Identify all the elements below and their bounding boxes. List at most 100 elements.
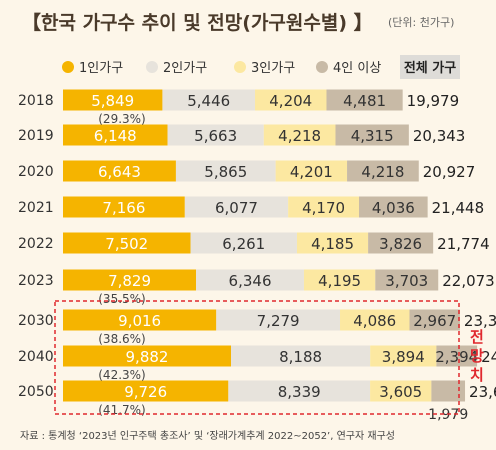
value-label-three-person: 3,605 [379, 383, 422, 401]
share-annotation: (42.3%) [98, 368, 145, 382]
forecast-label-char: 치 [470, 366, 484, 384]
forecast-label-char: 전 [470, 328, 484, 346]
value-label-two-person: 8,188 [279, 348, 322, 366]
year-label: 2019 [18, 128, 54, 144]
share-annotation: (38.6%) [98, 332, 145, 346]
bar-one-person [63, 196, 185, 218]
value-label-one-person: 6,643 [98, 163, 141, 181]
forecast-label-char: 망 [470, 347, 484, 365]
bar-three-person [255, 89, 327, 111]
value-label-one-person: 7,829 [108, 272, 151, 290]
year-label: 2050 [18, 384, 54, 400]
value-label-one-person: 7,502 [105, 235, 148, 253]
total-label: 23,349 [464, 312, 496, 330]
legend-label-four-plus: 4인 이상 [333, 61, 381, 76]
legend-label-two-person: 2인가구 [163, 61, 207, 76]
bar-four-plus [368, 232, 434, 254]
total-label: 21,448 [432, 199, 485, 217]
bar-one-person [63, 309, 217, 331]
year-label: 2021 [18, 200, 54, 216]
legend-swatch-three-person [234, 61, 246, 73]
bar-two-person [167, 124, 264, 146]
year-label: 2040 [18, 349, 54, 365]
bar-one-person [63, 380, 229, 402]
bar-four-plus [326, 89, 403, 111]
value-label-three-person: 3,894 [382, 348, 425, 366]
value-label-two-person: 5,446 [187, 92, 230, 110]
bar-two-person [216, 309, 341, 331]
value-label-four-plus: 1,979 [428, 407, 468, 423]
bar-two-person [190, 232, 297, 254]
value-label-three-person: 4,201 [290, 163, 333, 181]
value-label-two-person: 5,663 [194, 127, 237, 145]
value-label-four-plus: 4,315 [351, 127, 394, 145]
year-label: 2030 [18, 313, 54, 329]
total-label: 21,774 [437, 235, 490, 253]
bar-four-plus [436, 345, 478, 367]
legend-label-three-person: 3인가구 [251, 61, 295, 76]
bar-three-person [340, 309, 410, 331]
bar-four-plus [347, 160, 419, 182]
legend-swatch-four-plus [316, 61, 328, 73]
value-label-three-person: 4,170 [302, 199, 345, 217]
bar-two-person [162, 89, 256, 111]
value-label-two-person: 8,339 [278, 383, 321, 401]
legend-swatch-two-person [146, 61, 158, 73]
bar-two-person [184, 196, 289, 218]
value-label-one-person: 9,726 [124, 383, 167, 401]
source-note: 자료 : 통계청 ‘2023년 인구주택 총조사’ 및 ‘장래가계추계 2022… [20, 431, 395, 442]
value-label-one-person: 6,148 [94, 127, 137, 145]
legend-swatch-one-person [62, 61, 74, 73]
bar-one-person [63, 160, 176, 182]
year-label: 2020 [18, 164, 54, 180]
value-label-three-person: 4,086 [353, 312, 396, 330]
value-label-one-person: 5,849 [91, 92, 134, 110]
value-label-two-person: 5,865 [204, 163, 247, 181]
legend-total-label: 전체 가구 [404, 60, 456, 76]
value-label-four-plus: 3,703 [385, 272, 428, 290]
share-annotation: (29.3%) [98, 112, 145, 126]
bar-two-person [228, 380, 371, 402]
bar-two-person [230, 345, 371, 367]
total-label: 22,073 [442, 272, 495, 290]
bar-two-person [175, 160, 276, 182]
total-label: 19,979 [407, 92, 460, 110]
legend-label-one-person: 1인가구 [79, 61, 123, 76]
bar-three-person [370, 380, 432, 402]
total-label: 20,927 [423, 163, 476, 181]
unit-note: (단위: 천가구) [388, 16, 455, 29]
value-label-two-person: 7,279 [257, 312, 300, 330]
value-label-four-plus: 3,826 [379, 235, 422, 253]
bar-four-plus [335, 124, 409, 146]
total-label: 24,358 [481, 348, 496, 366]
bar-four-plus [409, 309, 460, 331]
bar-three-person [296, 232, 369, 254]
value-label-two-person: 6,077 [215, 199, 258, 217]
bar-one-person [63, 345, 231, 367]
bar-four-plus [431, 380, 466, 402]
bar-three-person [263, 124, 336, 146]
total-label: 20,343 [413, 127, 466, 145]
bar-two-person [196, 269, 304, 291]
bar-three-person [303, 269, 376, 291]
value-label-one-person: 9,882 [126, 348, 169, 366]
value-label-four-plus: 4,218 [361, 163, 404, 181]
value-label-one-person: 9,016 [118, 312, 161, 330]
bar-one-person [63, 124, 168, 146]
share-annotation: (35.5%) [98, 292, 145, 306]
value-label-four-plus: 4,481 [343, 92, 386, 110]
chart-title: 【한국 가구수 추이 및 전망(가구원수별) 】 [22, 12, 373, 34]
value-label-four-plus: 2,394 [435, 348, 478, 366]
value-label-three-person: 4,204 [269, 92, 312, 110]
bar-three-person [275, 160, 348, 182]
bar-one-person [63, 89, 163, 111]
bar-three-person [288, 196, 360, 218]
value-label-two-person: 6,346 [229, 272, 272, 290]
value-label-three-person: 4,195 [318, 272, 361, 290]
bar-four-plus [375, 269, 439, 291]
share-annotation: (41.7%) [98, 403, 145, 417]
year-label: 2018 [18, 93, 54, 109]
value-label-one-person: 7,166 [102, 199, 145, 217]
value-label-three-person: 4,218 [278, 127, 321, 145]
